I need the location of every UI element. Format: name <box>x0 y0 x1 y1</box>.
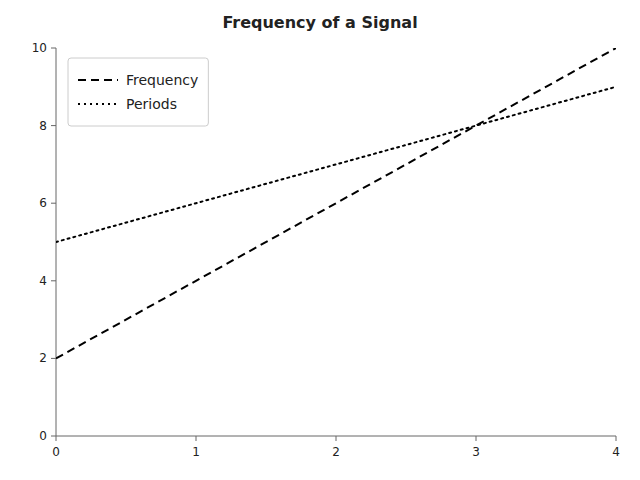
y-tick-label: 2 <box>39 351 47 365</box>
x-tick <box>56 436 57 441</box>
y-tick <box>51 203 56 204</box>
legend: Frequency Periods <box>68 58 208 126</box>
legend-label: Frequency <box>126 72 198 88</box>
legend-swatch <box>78 79 118 81</box>
y-tick <box>51 436 56 437</box>
legend-box <box>68 58 208 126</box>
y-tick-label: 0 <box>39 429 47 443</box>
y-tick-label: 4 <box>39 274 47 288</box>
x-tick-label: 0 <box>52 445 60 459</box>
legend-label: Periods <box>126 96 177 112</box>
x-tick <box>476 436 477 441</box>
y-tick-label: 6 <box>39 196 47 210</box>
x-tick <box>336 436 337 441</box>
axes: 0 1 2 3 4 0 2 4 6 8 10 <box>32 41 620 459</box>
x-tick <box>616 436 617 441</box>
y-tick-label: 8 <box>39 119 47 133</box>
chart-container: Frequency of a Signal 0 1 2 3 4 0 2 4 6 8 10 Frequen… <box>0 0 640 480</box>
legend-swatch <box>78 103 118 105</box>
x-tick-label: 3 <box>472 445 480 459</box>
x-tick-label: 4 <box>612 445 620 459</box>
title: Frequency of a Signal <box>222 13 417 32</box>
chart-svg: Frequency of a Signal 0 1 2 3 4 0 2 4 6 8 10 Frequen… <box>0 0 640 480</box>
series-line <box>56 87 616 242</box>
y-tick <box>51 48 56 49</box>
y-tick <box>51 358 56 359</box>
x-tick <box>196 436 197 441</box>
y-tick-label: 10 <box>32 41 47 55</box>
x-tick-label: 1 <box>192 445 200 459</box>
x-tick-label: 2 <box>332 445 340 459</box>
y-tick <box>51 280 56 281</box>
y-tick <box>51 125 56 126</box>
series-line <box>56 48 616 358</box>
series-lines <box>56 48 616 358</box>
